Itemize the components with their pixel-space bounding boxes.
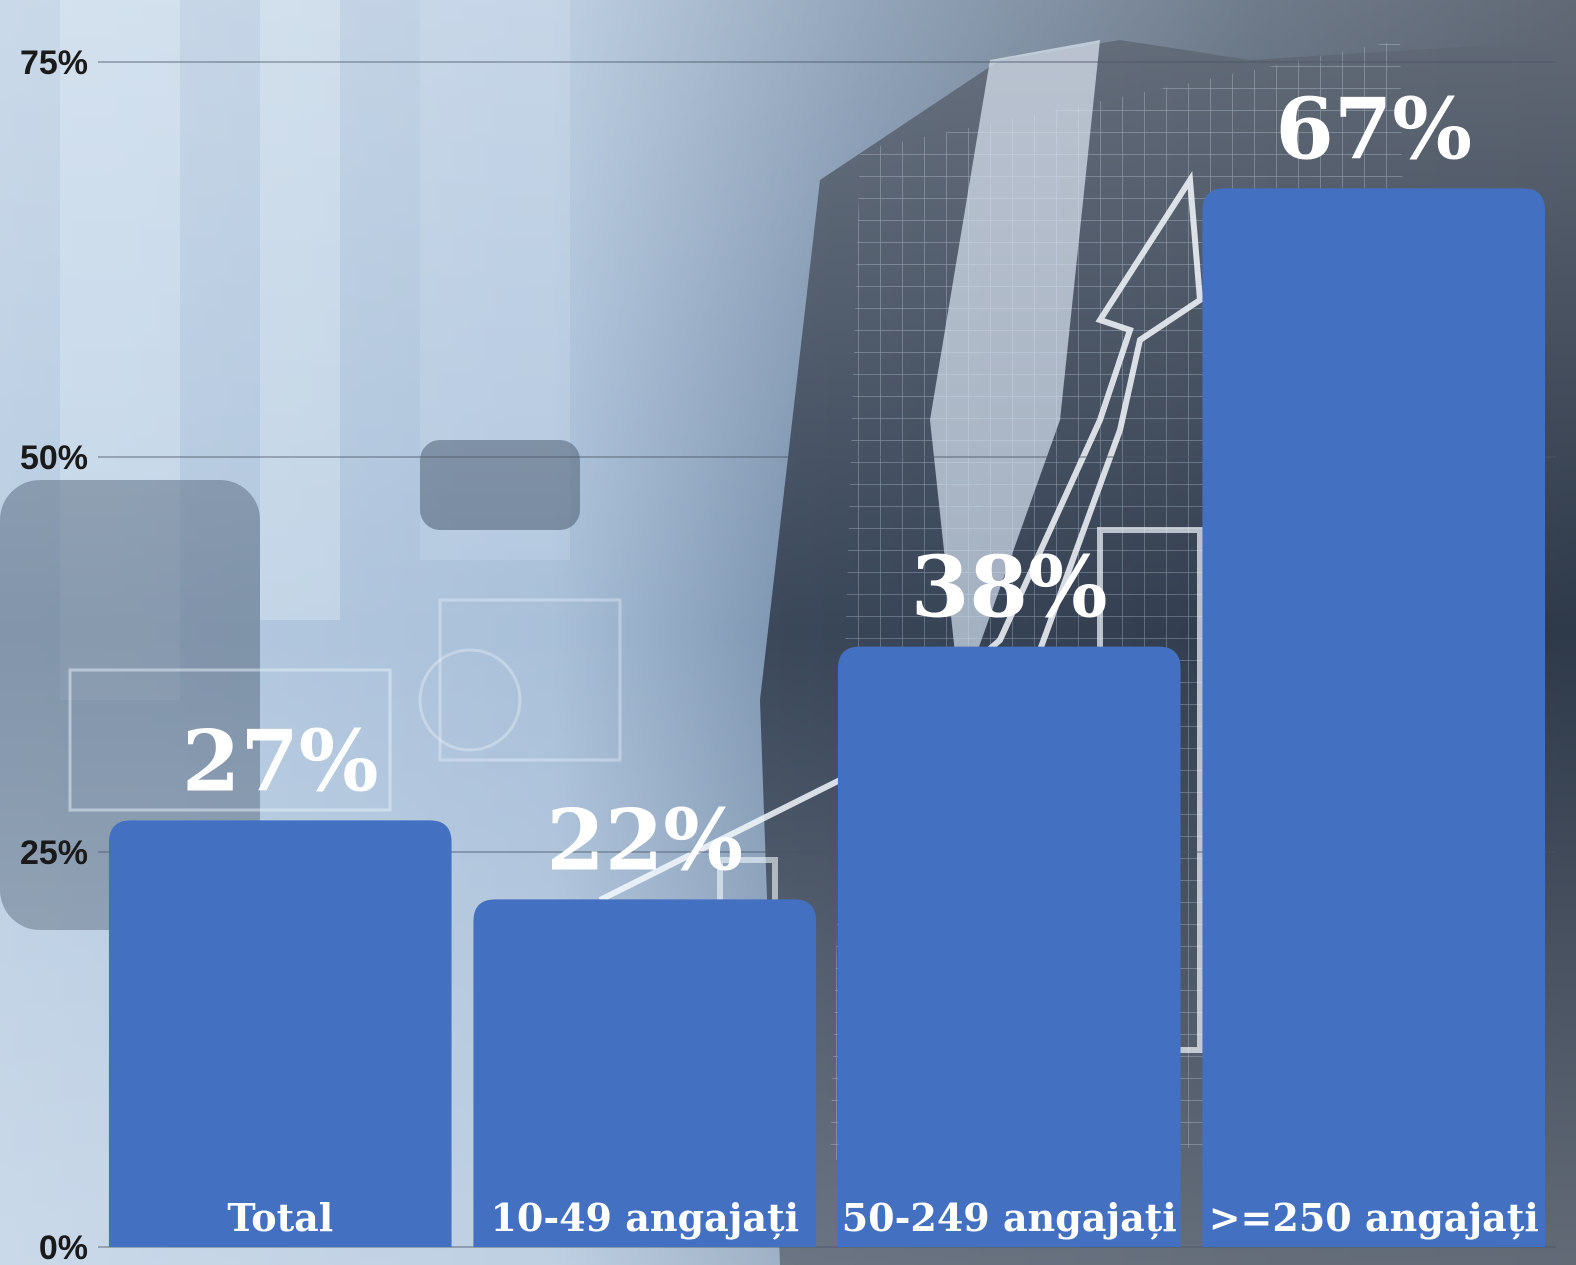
- y-tick-label: 0%: [39, 1229, 88, 1265]
- category-label: >=250 angajați: [1209, 1195, 1539, 1240]
- y-axis-ticks: 0% 25% 50% 75%: [20, 44, 88, 1265]
- bars: [108, 188, 1546, 1247]
- y-tick-label: 25%: [20, 834, 88, 872]
- bar-value-label: 27%: [182, 711, 379, 810]
- bar-value-label: 38%: [911, 538, 1108, 637]
- bar: [837, 646, 1181, 1247]
- bar-value-label: 67%: [1275, 79, 1472, 178]
- value-labels: 27% 22% 38% 67%: [182, 79, 1472, 889]
- y-tick-label: 50%: [20, 439, 88, 477]
- bar-value-label: 22%: [546, 790, 743, 889]
- category-labels: Total 10-49 angajați 50-249 angajați >=250 …: [227, 1195, 1538, 1240]
- bar: [108, 820, 452, 1247]
- category-label: 50-249 angajați: [842, 1195, 1177, 1240]
- bar: [473, 899, 817, 1247]
- y-tick-label: 75%: [20, 44, 88, 82]
- category-label: 10-49 angajați: [490, 1195, 799, 1240]
- category-label: Total: [227, 1195, 333, 1240]
- bar: [1202, 188, 1546, 1247]
